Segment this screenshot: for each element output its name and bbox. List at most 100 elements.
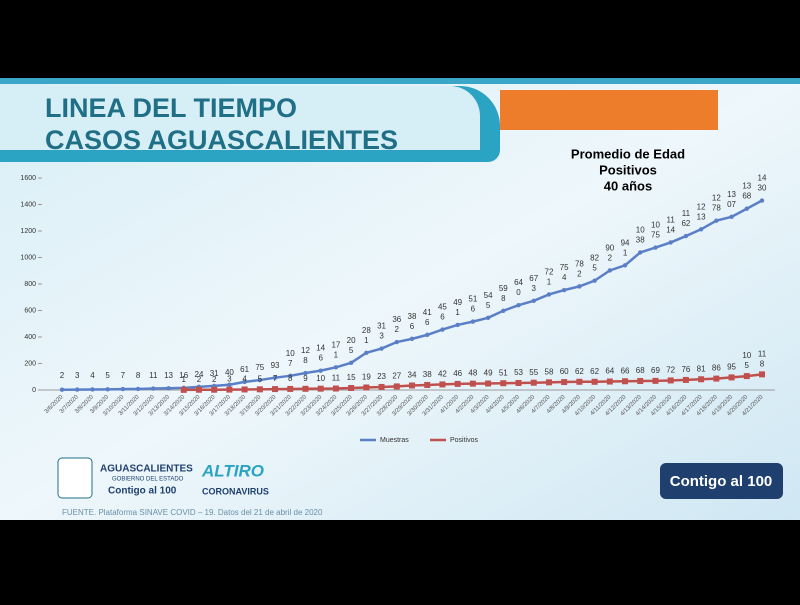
data-label-part: 30 [758, 184, 767, 193]
data-label: 20 5 [347, 336, 356, 355]
data-label: 12 78 [712, 194, 721, 213]
data-label-part: 5 [486, 301, 491, 310]
data-label: 48 [468, 369, 477, 378]
data-label: 78 2 [575, 259, 584, 278]
data-label-part: 1 [334, 350, 339, 359]
data-label-part: 12 [301, 346, 310, 355]
data-label: 55 [529, 368, 538, 377]
data-label-part: 10 [651, 221, 660, 230]
data-label-part: 7 [288, 359, 293, 368]
data-label: 31 [210, 369, 219, 378]
data-label: 24 [195, 370, 204, 379]
logo-box [660, 463, 783, 499]
data-label-part: 59 [499, 284, 508, 293]
data-label: 82 5 [590, 254, 599, 273]
point [545, 379, 552, 386]
data-label-part: 11 [667, 216, 676, 225]
data-label-part: 78 [575, 259, 584, 268]
data-label: 11 [332, 374, 341, 383]
point [256, 386, 263, 393]
data-label-part: 14 [666, 226, 675, 235]
data-label: 95 [727, 363, 736, 372]
point [561, 379, 568, 386]
logo-gobierno: AGUASCALIENTES GOBIERNO DEL ESTADO Conti… [57, 457, 193, 499]
data-label-part: 07 [727, 200, 736, 209]
data-label-part: 10 [636, 226, 645, 235]
data-label-part: 28 [362, 326, 371, 335]
point [272, 386, 279, 393]
point [135, 386, 141, 392]
data-label: 72 1 [545, 268, 554, 287]
point [606, 378, 613, 385]
logo-text: AGUASCALIENTES [100, 464, 193, 475]
data-label: 11 8 [758, 349, 767, 368]
point [333, 365, 339, 370]
data-label: 75 4 [560, 263, 569, 282]
data-label: 53 [514, 368, 523, 377]
data-label: 68 [636, 366, 645, 375]
logo-text: CORONAVIRUS [202, 486, 269, 496]
data-label-part: 90 [605, 244, 614, 253]
data-label-part: 45 [438, 303, 447, 312]
point [59, 387, 65, 392]
data-label-part: 8 [760, 359, 765, 368]
point [516, 303, 521, 308]
point [75, 387, 80, 392]
title-line: CASOS AGUASCALIENTES [45, 125, 398, 155]
logo-text: GOBIERNO DEL ESTADO [112, 477, 184, 483]
point [682, 376, 689, 383]
point [287, 385, 294, 392]
orange-bar [500, 90, 718, 130]
y-tick-label: 400 [24, 334, 36, 341]
data-label-part: 6 [440, 313, 445, 322]
top-band [0, 78, 800, 84]
data-label-part: 17 [331, 340, 340, 349]
point [728, 374, 735, 381]
data-label-part: 64 [514, 278, 523, 287]
data-label-part: 11 [758, 349, 767, 358]
point [743, 373, 750, 380]
point [729, 214, 734, 220]
point [364, 350, 369, 355]
data-label-part: 5 [745, 361, 750, 370]
data-label: 46 [453, 369, 462, 378]
data-label-part: 1 [455, 308, 460, 317]
data-label: 11 [149, 371, 158, 380]
point [409, 336, 415, 342]
data-label: 61 [240, 365, 249, 374]
data-label-part: 41 [423, 308, 432, 317]
point [318, 368, 323, 373]
data-label-part: 0 [516, 288, 521, 297]
logo-text: Contigo al 100 [670, 473, 773, 490]
point [348, 360, 354, 366]
data-label: 49 [484, 369, 493, 378]
point [378, 383, 385, 390]
data-label: 10 75 [651, 221, 660, 240]
data-label-part: 13 [742, 182, 751, 191]
data-label: 76 [681, 365, 690, 374]
data-label-part: 3 [379, 332, 384, 341]
data-label: 2 [60, 371, 65, 380]
data-label: 67 3 [529, 274, 538, 293]
data-label-part: 4 [562, 273, 567, 282]
data-label: 13 07 [727, 190, 736, 209]
point [485, 380, 492, 387]
data-label-part: 10 [742, 351, 751, 360]
data-label: 8 [288, 374, 293, 383]
data-label: 93 [271, 361, 280, 370]
y-tick-label: 0 [32, 387, 36, 394]
point [454, 380, 461, 387]
point [151, 386, 156, 391]
data-label: 12 13 [697, 202, 706, 221]
logo-shield [57, 457, 93, 499]
data-label: 45 6 [438, 303, 447, 322]
data-label: 38 [423, 370, 432, 379]
data-label-part: 1 [364, 336, 369, 345]
data-label-part: 6 [318, 354, 323, 363]
data-label-part: 68 [742, 192, 751, 201]
data-label-part: 11 [682, 209, 691, 218]
data-label-part: 13 [697, 212, 706, 221]
data-label: 86 [712, 364, 721, 373]
data-label: 13 68 [742, 182, 751, 201]
point [501, 308, 506, 313]
